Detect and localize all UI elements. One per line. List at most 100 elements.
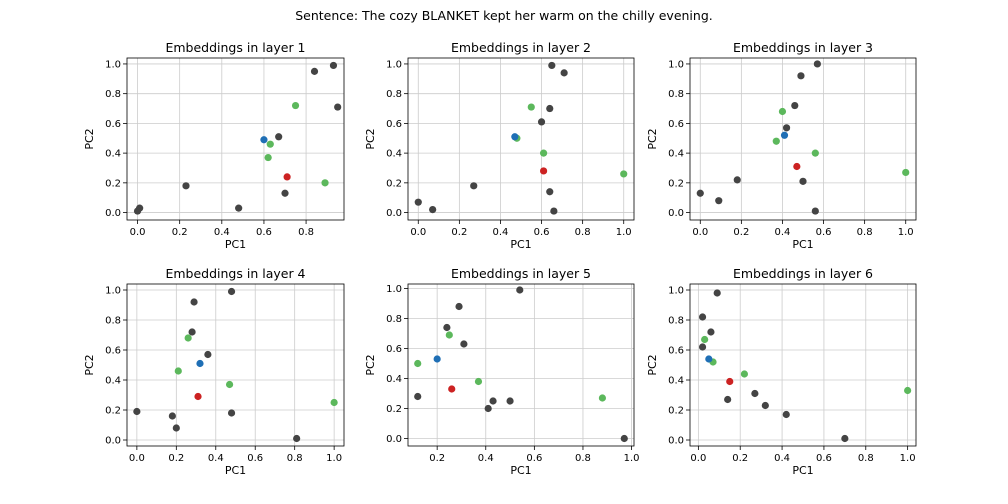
scatter-point-other [546, 188, 554, 196]
x-tick-label: 0.4 [214, 227, 230, 238]
scatter-point-other [550, 207, 558, 215]
scatter-point-other [443, 323, 451, 332]
y-tick-label: 1.0 [105, 286, 121, 297]
x-tick-label: 0.6 [534, 227, 550, 238]
x-tick-label: 0.6 [526, 453, 542, 464]
scatter-point-other [172, 424, 180, 432]
scatter-point-other [782, 124, 791, 132]
y-tick-label: 1.0 [668, 59, 684, 70]
y-tick-label: 0.0 [668, 436, 684, 447]
scatter-point-other [489, 397, 497, 405]
x-axis-label: PC1 [225, 238, 246, 251]
y-tick-label: 0.2 [386, 178, 402, 189]
scatter-point-blue [511, 133, 519, 141]
scatter-point-green [778, 107, 787, 116]
scatter-point-red [793, 162, 801, 171]
scatter-point-green [598, 394, 607, 402]
scatter-point-other [841, 434, 849, 443]
y-tick-label: 0.4 [668, 376, 684, 387]
x-tick-label: 0.0 [692, 227, 708, 238]
x-tick-label: 0.2 [733, 227, 749, 238]
scatter-point-other [168, 412, 176, 420]
scatter-point-other [204, 350, 212, 359]
subplot-layer-6: Embeddings in layer 6 0.0 0.2 0.4 0.6 0.8 1.0 0… [646, 266, 917, 477]
y-tick-label: 0.8 [105, 89, 121, 100]
y-tick-label: 0.6 [668, 346, 684, 357]
scatter-point-red [726, 377, 734, 386]
y-tick-label: 0.0 [386, 208, 402, 219]
scatter-point-green [620, 170, 628, 178]
scatter-point-other [696, 189, 704, 197]
plot-frame [689, 283, 917, 447]
scatter-point-green [174, 367, 182, 375]
scatter-point-other [429, 205, 437, 214]
scatter-point-other [813, 60, 821, 68]
scatter-point-other [414, 198, 422, 206]
x-tick-label: 0.8 [575, 453, 591, 464]
scatter-point-other [133, 407, 141, 416]
x-tick-label: 0.8 [287, 453, 303, 464]
x-tick-label: 0.2 [732, 453, 748, 464]
scatter-point-green [740, 370, 749, 378]
x-tick-label: 0.4 [775, 227, 791, 238]
x-tick-label: 0.2 [168, 453, 184, 464]
y-tick-label: 0.8 [105, 316, 121, 327]
subplot-title: Embeddings in layer 3 [733, 40, 873, 55]
scatter-point-green [414, 359, 422, 368]
x-axis-label: PC1 [510, 238, 531, 251]
scatter-point-other [329, 61, 338, 70]
x-tick-label: 0.8 [857, 227, 873, 238]
y-tick-label: 0.2 [668, 178, 684, 189]
scatter-point-green [264, 153, 272, 162]
scatter-point-green [904, 386, 912, 395]
y-tick-label: 0.2 [105, 406, 121, 417]
plot-frame [126, 283, 345, 447]
x-tick-label: 1.0 [898, 227, 914, 238]
y-axis-label: PC2 [83, 354, 96, 375]
x-tick-label: 0.6 [247, 453, 263, 464]
scatter-point-other [136, 204, 144, 212]
scatter-point-other [310, 67, 319, 75]
scatter-point-red [194, 392, 202, 401]
scatter-point-green [902, 168, 910, 177]
y-tick-label: 0.6 [105, 119, 121, 130]
scatter-point-other [698, 343, 707, 351]
x-tick-label: 0.8 [575, 227, 591, 238]
scatter-point-other [293, 434, 301, 443]
scatter-point-red [283, 173, 291, 181]
scatter-point-green [266, 140, 274, 148]
scatter-point-other [620, 434, 628, 443]
scatter-point-other [761, 401, 769, 410]
scatter-point-green [540, 149, 548, 157]
scatter-point-green [184, 334, 192, 342]
subplot-title: Embeddings in layer 6 [733, 266, 873, 281]
y-tick-label: 0.0 [668, 208, 684, 219]
scatter-point-green [474, 377, 483, 386]
x-tick-label: 1.0 [624, 453, 640, 464]
plot-frame [126, 57, 345, 221]
scatter-point-other [537, 118, 546, 126]
scatter-point-green [225, 380, 234, 389]
scatter-point-red [540, 167, 548, 175]
y-tick-label: 0.8 [668, 89, 684, 100]
plot-frame [689, 57, 917, 221]
scatter-point-other [455, 302, 463, 311]
y-tick-label: 0.4 [105, 376, 121, 387]
scatter-point-other [546, 104, 554, 113]
scatter-point-other [782, 410, 790, 419]
scatter-point-other [724, 395, 732, 404]
x-tick-label: 0.6 [816, 453, 832, 464]
x-tick-label: 1.0 [900, 453, 916, 464]
scatter-point-other [791, 101, 799, 110]
y-tick-label: 0.2 [386, 404, 402, 415]
scatter-point-red [448, 385, 456, 393]
y-axis-label: PC2 [364, 128, 377, 149]
x-tick-label: 0.2 [429, 453, 445, 464]
scatter-point-other [460, 340, 468, 348]
scatter-point-other [548, 61, 556, 70]
subplot-layer-1: Embeddings in layer 1 0.0 0.2 0.4 0.6 0.8 0.0 0… [83, 40, 345, 251]
scatter-point-other [715, 197, 723, 205]
y-tick-label: 0.8 [386, 89, 402, 100]
scatter-point-other [235, 204, 243, 212]
y-tick-label: 0.6 [386, 119, 402, 130]
